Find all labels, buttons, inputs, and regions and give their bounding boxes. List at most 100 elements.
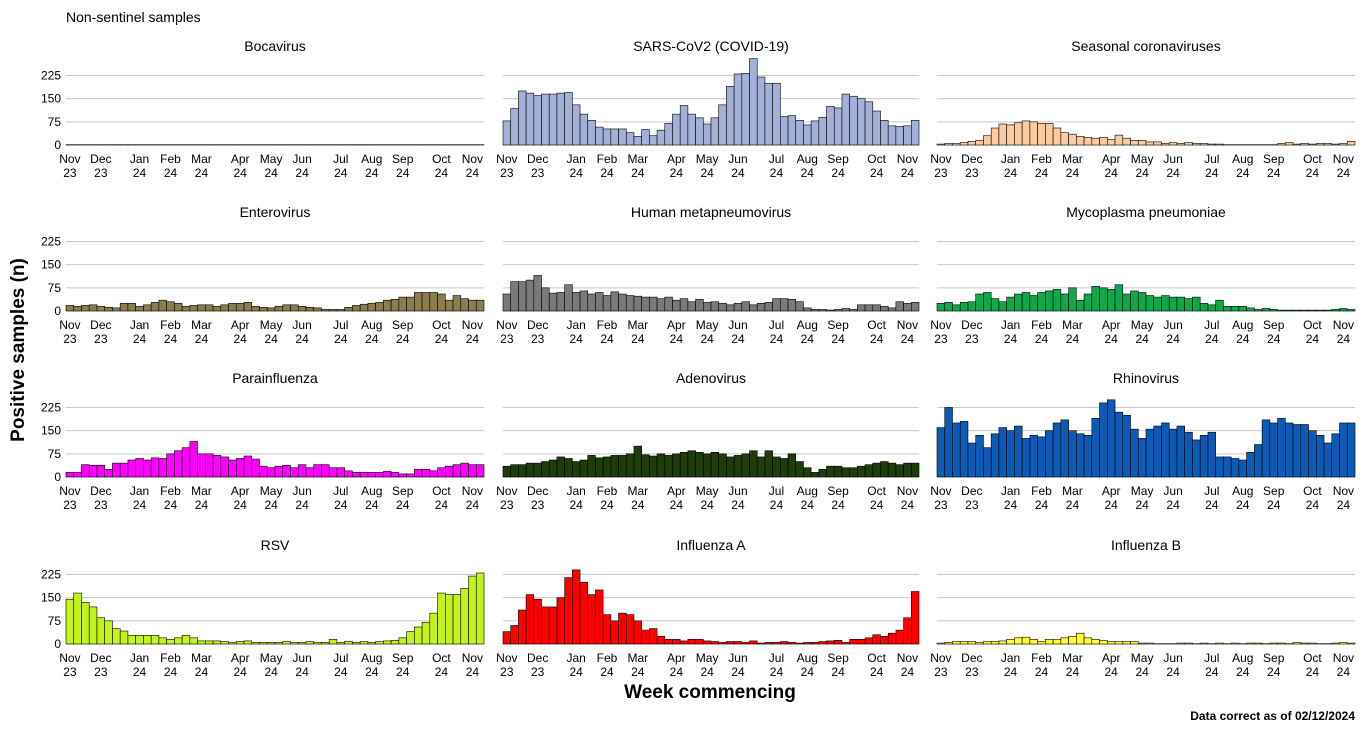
- x-axis-label: Week commencing: [624, 682, 796, 703]
- bar: [796, 462, 804, 477]
- bar: [213, 306, 221, 311]
- bar: [167, 639, 175, 644]
- bar: [976, 140, 984, 145]
- bar: [182, 448, 190, 477]
- bar: [267, 308, 275, 311]
- bar: [1332, 309, 1340, 311]
- bar: [850, 96, 858, 145]
- bar: [734, 642, 742, 644]
- bar: [1340, 143, 1348, 145]
- bar: [968, 302, 976, 311]
- bar: [1309, 144, 1317, 145]
- bar: [672, 114, 680, 145]
- bar: [1014, 294, 1022, 311]
- bar: [81, 465, 89, 477]
- bar: [534, 463, 542, 477]
- bar: [991, 434, 999, 477]
- bar: [182, 306, 190, 311]
- bar: [97, 618, 105, 644]
- bar: [414, 292, 422, 311]
- bar: [1022, 438, 1030, 477]
- bar: [688, 302, 696, 311]
- footnote: Data correct as of 02/12/2024: [1190, 709, 1355, 723]
- bar: [1208, 305, 1216, 311]
- bar: [136, 635, 144, 644]
- bar: [221, 305, 229, 311]
- bar: [260, 307, 268, 311]
- bar: [1022, 637, 1030, 644]
- bar: [773, 83, 781, 145]
- bar: [526, 93, 534, 145]
- bar: [619, 613, 627, 644]
- bar: [634, 296, 642, 311]
- bar: [888, 633, 896, 644]
- bar: [1161, 296, 1169, 311]
- bar: [120, 303, 128, 311]
- bar: [167, 302, 175, 311]
- bar: [345, 471, 353, 477]
- bar: [1223, 457, 1231, 477]
- bar: [1177, 143, 1185, 145]
- bar: [399, 297, 407, 311]
- bar: [1138, 643, 1146, 644]
- bar: [672, 454, 680, 477]
- panel-title: Influenza B: [1111, 537, 1181, 553]
- bar: [1146, 643, 1154, 644]
- bar: [665, 123, 673, 145]
- bar: [960, 143, 968, 145]
- bar: [819, 469, 827, 477]
- bar: [1138, 438, 1146, 477]
- bar: [159, 638, 167, 644]
- bar: [476, 300, 484, 311]
- bar: [542, 288, 550, 311]
- bar: [352, 305, 360, 311]
- y-tick-label: 225: [41, 401, 61, 415]
- bar: [205, 641, 213, 644]
- bar: [850, 639, 858, 644]
- y-axis-label: Positive samples (n): [8, 258, 29, 442]
- bar: [1084, 638, 1092, 644]
- bar: [244, 456, 252, 477]
- bar: [1022, 121, 1030, 145]
- bar: [1177, 426, 1185, 477]
- bar: [1131, 642, 1139, 644]
- bar: [803, 468, 811, 477]
- bar: [1231, 306, 1239, 311]
- bar: [549, 94, 557, 145]
- bar: [236, 303, 244, 311]
- bar: [1254, 309, 1262, 311]
- bar: [445, 595, 453, 644]
- bar: [1107, 400, 1115, 477]
- bar: [1038, 123, 1046, 145]
- bar: [290, 468, 298, 477]
- bar: [1154, 297, 1162, 311]
- bar: [283, 642, 291, 644]
- bar: [803, 308, 811, 311]
- bar: [726, 642, 734, 644]
- bar: [503, 466, 511, 477]
- bar: [634, 136, 642, 145]
- bar: [518, 465, 526, 477]
- bar: [89, 305, 97, 311]
